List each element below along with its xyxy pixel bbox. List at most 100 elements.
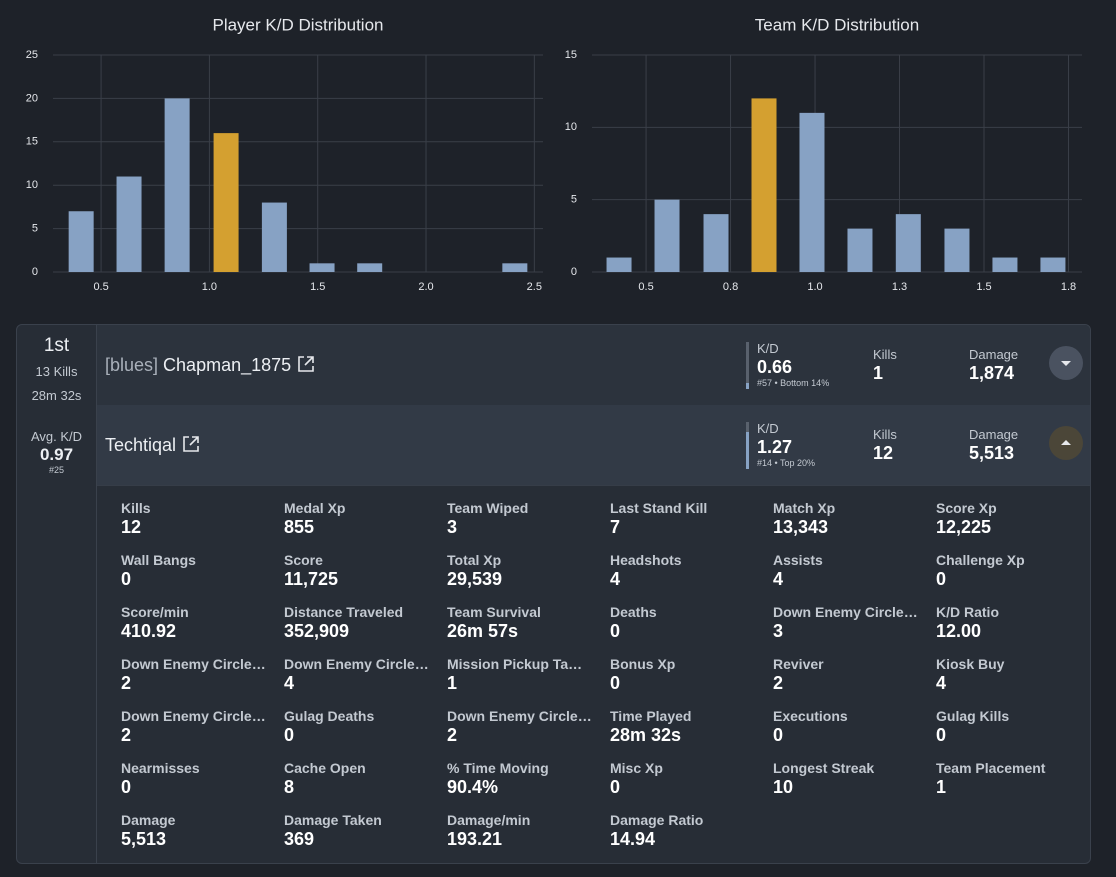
stat: Score 11,725 xyxy=(284,552,439,590)
stat-value: 0 xyxy=(773,725,784,745)
stat-label: Total Xp xyxy=(447,552,502,568)
stat: Medal Xp 855 xyxy=(284,500,439,538)
expand-button[interactable] xyxy=(1049,346,1083,380)
stat: Deaths 0 xyxy=(610,604,765,642)
stat-value: 2 xyxy=(773,673,784,693)
avg-kd: 0.97 xyxy=(39,445,74,464)
stat: Score/min 410.92 xyxy=(121,604,276,642)
stat-label: Gulag Deaths xyxy=(284,708,375,724)
stat: Damage/min 193.21 xyxy=(447,812,602,850)
stat-value: 28m 32s xyxy=(610,725,682,745)
kd-meter xyxy=(746,342,749,389)
stat-label: Headshots xyxy=(610,552,682,568)
stat: Down Enemy Circle… 2 xyxy=(447,708,602,746)
stat-value: 855 xyxy=(284,517,315,537)
player-link[interactable]: Chapman_1875 xyxy=(163,355,292,375)
stat-label: Medal Xp xyxy=(284,500,346,516)
player-link[interactable]: Techtiqal xyxy=(105,435,177,455)
kd-label: K/D xyxy=(757,421,779,436)
stat: Team Wiped 3 xyxy=(447,500,602,538)
kills-label: Kills xyxy=(873,347,897,362)
kd-value: 1.27 xyxy=(757,437,793,457)
stat-label: Bonus Xp xyxy=(610,656,676,672)
bar xyxy=(68,211,94,272)
stat-label: Team Placement xyxy=(936,760,1046,776)
stat: Team Placement 1 xyxy=(936,760,1090,798)
stat-value: 0 xyxy=(284,725,295,745)
stat-label: Score/min xyxy=(121,604,189,620)
x-tick-label: 1.0 xyxy=(807,281,822,293)
charts: Player K/D Distribution 0 5 10 15 20 25 0.5 1.0 1… xyxy=(26,15,1082,293)
stat-value: 13,343 xyxy=(773,517,829,537)
stat: Time Played 28m 32s xyxy=(610,708,765,746)
damage-value: 5,513 xyxy=(969,443,1015,463)
kd-value: 0.66 xyxy=(757,357,793,377)
stat: Team Survival 26m 57s xyxy=(447,604,602,642)
y-tick-label: 20 xyxy=(26,92,38,104)
external-link-icon[interactable] xyxy=(297,355,315,373)
stat-value: 0 xyxy=(610,673,621,693)
stat-label: Time Played xyxy=(610,708,692,724)
expand-button[interactable] xyxy=(1049,426,1083,460)
stat-value: 4 xyxy=(773,569,784,589)
stat-label: Kills xyxy=(121,500,151,516)
chart-title: Player K/D Distribution xyxy=(212,15,383,34)
stat-value: 90.4% xyxy=(447,777,499,797)
external-link-icon[interactable] xyxy=(182,435,200,453)
stat-label: Match Xp xyxy=(773,500,836,516)
match-time: 28m 32s xyxy=(31,388,82,403)
stat-value: 369 xyxy=(284,829,315,849)
stat-label: Team Survival xyxy=(447,604,541,620)
stat: K/D Ratio 12.00 xyxy=(936,604,1090,642)
stat-label: Cache Open xyxy=(284,760,366,776)
stat-value: 3 xyxy=(447,517,458,537)
stat-value: 2 xyxy=(121,725,132,745)
bar xyxy=(703,214,729,272)
avg-kd-label: Avg. K/D xyxy=(30,429,83,444)
stat: Longest Streak 10 xyxy=(773,760,928,798)
stat-value: 3 xyxy=(773,621,784,641)
stat: Bonus Xp 0 xyxy=(610,656,765,694)
x-tick-label: 0.5 xyxy=(638,281,653,293)
x-tick-label: 0.5 xyxy=(93,281,108,293)
stat-label: Down Enemy Circle… xyxy=(447,708,592,724)
player-row: [blues] Chapman_1875 K/D 0.66 #57 • Bottom 1… xyxy=(97,325,1090,406)
player-name: [blues] Chapman_1875 xyxy=(105,355,315,376)
y-tick-label: 10 xyxy=(565,121,577,133)
stat-value: 0 xyxy=(610,621,621,641)
y-tick-label: 15 xyxy=(565,49,577,61)
stat-value: 0 xyxy=(121,777,132,797)
player-row: Techtiqal K/D 1.27 #14 • Top 20% Kills 12 Dama… xyxy=(97,405,1090,486)
stat: Reviver 2 xyxy=(773,656,928,694)
stat-value: 0 xyxy=(610,777,621,797)
chevron xyxy=(1061,440,1071,445)
bar xyxy=(944,228,970,272)
stat: Assists 4 xyxy=(773,552,928,590)
stat: Mission Pickup Ta… 1 xyxy=(447,656,602,694)
kills-value: 12 xyxy=(873,443,894,463)
stat-value: 12.00 xyxy=(936,621,982,641)
kills-label: Kills xyxy=(873,427,897,442)
stat-label: Reviver xyxy=(773,656,824,672)
stat-label: Deaths xyxy=(610,604,657,620)
stat: Down Enemy Circle… 3 xyxy=(773,604,928,642)
stat: Down Enemy Circle… 2 xyxy=(121,656,276,694)
stat: Down Enemy Circle… 4 xyxy=(284,656,439,694)
stat: Gulag Kills 0 xyxy=(936,708,1090,746)
stats-grid: Kills 12 Medal Xp 855 Team Wiped 3 Last Stand … xyxy=(97,485,1090,863)
stat-value: 11,725 xyxy=(284,569,339,589)
stat-value: 7 xyxy=(610,517,621,537)
stat-label: Down Enemy Circle… xyxy=(284,656,429,672)
stat-value: 12 xyxy=(121,517,142,537)
stat-value: 10 xyxy=(773,777,794,797)
x-tick-label: 1.3 xyxy=(892,281,907,293)
kills-value: 1 xyxy=(873,363,884,383)
stat-value: 0 xyxy=(121,569,132,589)
stat: Kiosk Buy 4 xyxy=(936,656,1090,694)
x-tick-label: 1.5 xyxy=(976,281,991,293)
stat-label: Damage/min xyxy=(447,812,531,828)
bar xyxy=(895,214,921,272)
stat-value: 2 xyxy=(121,673,132,693)
stat: Distance Traveled 352,909 xyxy=(284,604,439,642)
